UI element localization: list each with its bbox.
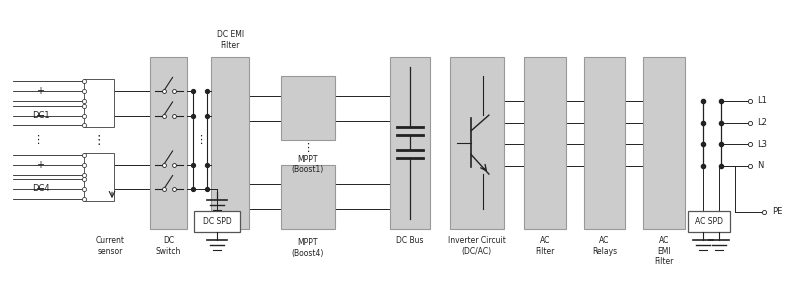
Text: DC EMI
Filter: DC EMI Filter (217, 30, 244, 50)
Text: +: + (37, 160, 45, 170)
Text: AC
EMI
Filter: AC EMI Filter (654, 236, 674, 266)
Bar (281, 165, 335, 229)
Bar (211, 57, 249, 229)
Bar (390, 57, 430, 229)
Text: PE: PE (772, 207, 782, 216)
Bar (84, 153, 114, 201)
Text: DC1: DC1 (32, 111, 50, 120)
Text: AC SPD: AC SPD (695, 217, 723, 226)
Text: AC
Filter: AC Filter (535, 236, 554, 256)
Text: AC
Relays: AC Relays (592, 236, 617, 256)
Text: DC
Switch: DC Switch (156, 236, 182, 256)
Text: −: − (36, 184, 46, 194)
Bar (524, 57, 566, 229)
Text: DC Bus: DC Bus (396, 236, 424, 245)
Text: Inverter Circuit
(DC/AC): Inverter Circuit (DC/AC) (447, 236, 506, 256)
Text: ⋮: ⋮ (195, 135, 206, 145)
Bar (281, 76, 335, 140)
Text: +: + (37, 86, 45, 96)
Bar (194, 211, 240, 232)
Text: ⋮: ⋮ (93, 134, 106, 147)
Text: N: N (758, 161, 764, 170)
Text: DC SPD: DC SPD (203, 217, 232, 226)
Bar (688, 211, 730, 232)
Text: MPPT
(Boost1): MPPT (Boost1) (291, 155, 324, 174)
Text: DC4: DC4 (32, 184, 50, 193)
Bar (84, 79, 114, 128)
Bar (584, 57, 626, 229)
Text: ⋮: ⋮ (302, 143, 314, 153)
Text: MPPT
(Boost4): MPPT (Boost4) (291, 238, 324, 258)
Text: L1: L1 (758, 96, 767, 105)
Bar (643, 57, 685, 229)
Text: ⋮: ⋮ (32, 135, 43, 145)
Text: L3: L3 (758, 140, 767, 148)
Text: L2: L2 (758, 118, 767, 127)
Bar (450, 57, 504, 229)
Text: Current
sensor: Current sensor (95, 236, 125, 256)
Text: −: − (36, 111, 46, 121)
Bar (150, 57, 187, 229)
